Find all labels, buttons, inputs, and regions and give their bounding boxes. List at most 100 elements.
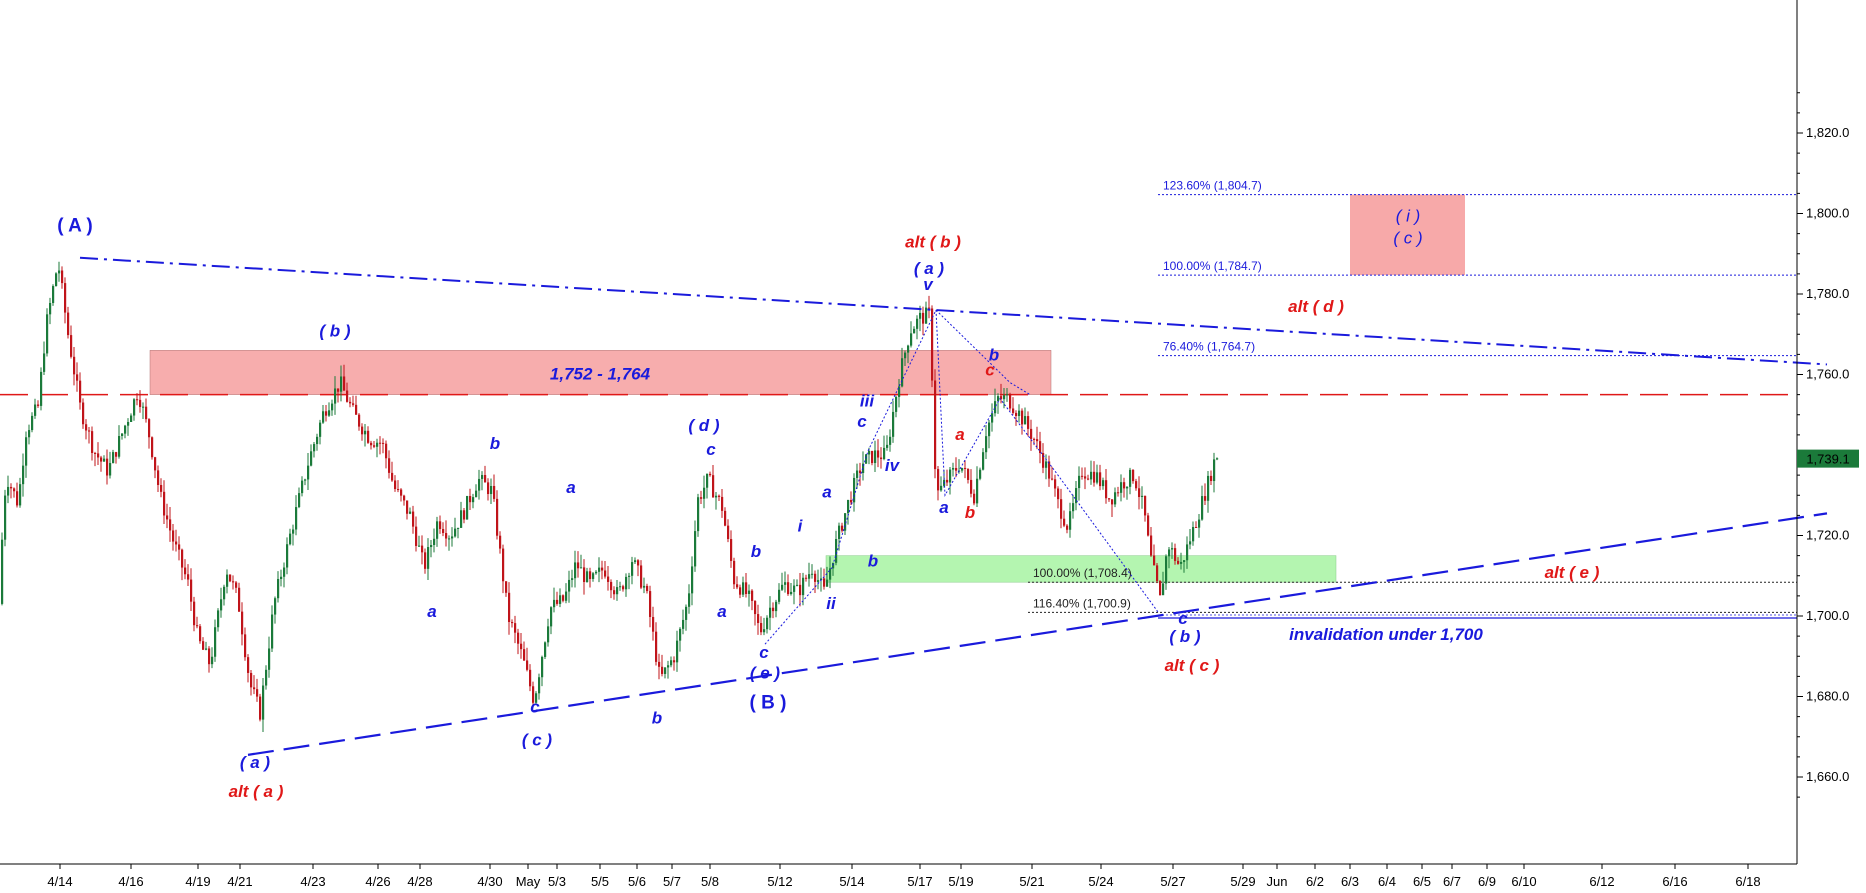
candle-body <box>178 544 181 550</box>
candle-body <box>1144 495 1147 516</box>
candle-body <box>595 571 598 574</box>
candle-body <box>745 582 748 594</box>
candle-body <box>919 312 922 319</box>
candle-body <box>469 496 472 503</box>
candle-body <box>916 318 919 329</box>
candle-body <box>973 493 976 504</box>
candle-body <box>1111 499 1114 505</box>
wave-label-b-big: ( b ) <box>1169 627 1200 646</box>
candle-body <box>1174 548 1177 561</box>
wave-label-alt-e: alt ( e ) <box>1545 563 1600 582</box>
candle-body <box>550 607 553 627</box>
candle-body <box>1093 471 1096 483</box>
wave-label-a: a <box>939 498 948 517</box>
x-tick-label: 5/3 <box>548 874 566 889</box>
x-tick-label: 5/7 <box>663 874 681 889</box>
candle-body <box>4 495 7 540</box>
candle-body <box>424 552 427 569</box>
candle-body <box>262 685 265 720</box>
candle-body <box>1165 556 1168 584</box>
candle-body <box>265 669 268 686</box>
wave-label-A: ( A ) <box>57 216 93 237</box>
candle-body <box>604 570 607 577</box>
candle-body <box>682 619 685 629</box>
candle-body <box>235 582 238 588</box>
y-tick-label: 1,700.0 <box>1806 608 1849 623</box>
candle-body <box>37 404 40 406</box>
candle-body <box>670 660 673 666</box>
candle-body <box>898 386 901 397</box>
candle-body <box>451 536 454 539</box>
candle-body <box>169 519 172 531</box>
candle-body <box>445 533 448 539</box>
wave-label-alt-b: alt ( b ) <box>905 233 961 252</box>
invalidation-label: invalidation under 1,700 <box>1289 625 1483 644</box>
candle-body <box>133 399 136 416</box>
last-price-label: 1,739.1 <box>1806 452 1849 467</box>
candle-body <box>430 545 433 548</box>
candle-body <box>892 411 895 437</box>
resistance-zone-label: 1,752 - 1,764 <box>550 365 651 384</box>
candle-body <box>883 447 886 460</box>
candle-body <box>934 380 937 470</box>
candle-body <box>667 665 670 668</box>
wave-label-a-big: ( a ) <box>240 753 271 772</box>
wave-label-ii: ii <box>826 594 837 613</box>
candle-body <box>652 616 655 632</box>
candle-body <box>709 473 712 476</box>
candle-body <box>466 496 469 520</box>
lower-trendline <box>247 512 1828 756</box>
wave-label-a-big: ( a ) <box>914 259 945 278</box>
candle-body <box>79 380 82 403</box>
candle-body <box>1153 555 1156 566</box>
wave-label-d-big: ( d ) <box>688 416 719 435</box>
candle-body <box>400 489 403 496</box>
candle-body <box>1039 441 1042 454</box>
candle-body <box>397 489 400 491</box>
x-tick-label: Jun <box>1267 874 1288 889</box>
candle-body <box>1030 428 1033 439</box>
candle-body <box>61 270 64 284</box>
wave-label-alt-c: alt ( c ) <box>1165 656 1220 675</box>
candle-body <box>847 499 850 514</box>
candle-body <box>895 396 898 412</box>
candle-body <box>307 465 310 480</box>
x-tick-label: 4/28 <box>407 874 432 889</box>
candle-body <box>697 497 700 532</box>
fib-levels: 123.60% (1,804.7) 100.00% (1,784.7) 76.40%… <box>0 179 1797 644</box>
candle-body <box>1090 471 1093 480</box>
candle-body <box>754 600 757 615</box>
candle-body <box>1063 518 1066 526</box>
candle-body <box>154 457 157 471</box>
x-tick-label: 6/10 <box>1511 874 1536 889</box>
candle-body <box>784 582 787 585</box>
candle-body <box>361 426 364 435</box>
candle-body <box>802 577 805 596</box>
candle-body <box>10 486 13 489</box>
candle-body <box>673 660 676 663</box>
candle-body <box>688 593 691 607</box>
candle-body <box>547 626 550 643</box>
candle-body <box>823 578 826 587</box>
candle-body <box>562 595 565 601</box>
candle-body <box>1198 519 1201 528</box>
candle-body <box>70 335 73 357</box>
candle-body <box>1087 478 1090 480</box>
candle-body <box>1159 580 1162 596</box>
candle-body <box>88 430 91 432</box>
candle-body <box>382 442 385 444</box>
candle-body <box>1135 481 1138 489</box>
x-tick-label: 6/5 <box>1413 874 1431 889</box>
wave-label-b: b <box>868 551 878 570</box>
candle-body <box>301 480 304 494</box>
candle-body <box>658 661 661 667</box>
wave-label-c: c <box>1178 609 1188 628</box>
candle-body <box>403 495 406 501</box>
x-tick-label: 6/2 <box>1306 874 1324 889</box>
candle-body <box>1138 488 1141 497</box>
candle-body <box>1132 469 1135 482</box>
candle-body <box>583 567 586 583</box>
candle-body <box>82 402 85 425</box>
candle-body <box>739 587 742 595</box>
wave-label-target-c: ( c ) <box>1393 229 1422 248</box>
